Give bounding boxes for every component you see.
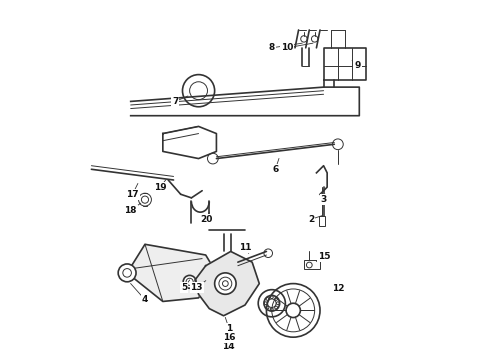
Text: 9: 9	[354, 61, 361, 70]
Text: 1: 1	[226, 324, 232, 333]
Text: 2: 2	[308, 215, 314, 224]
Text: 17: 17	[126, 190, 139, 199]
Polygon shape	[131, 87, 359, 116]
Circle shape	[183, 275, 196, 288]
Circle shape	[215, 273, 236, 294]
Text: 5: 5	[181, 283, 187, 292]
Text: 8: 8	[269, 43, 275, 52]
Text: 19: 19	[154, 183, 166, 192]
Bar	[304, 260, 320, 269]
Polygon shape	[323, 48, 367, 80]
Text: 18: 18	[124, 206, 137, 215]
Polygon shape	[127, 244, 217, 301]
Bar	[319, 216, 325, 226]
Text: 4: 4	[142, 295, 148, 304]
Text: 15: 15	[318, 252, 331, 261]
Text: 10: 10	[281, 43, 294, 52]
Text: 20: 20	[200, 215, 213, 224]
Text: 7: 7	[172, 97, 178, 106]
Text: 14: 14	[221, 342, 234, 351]
Text: 11: 11	[239, 243, 251, 252]
Text: 12: 12	[332, 284, 344, 293]
Polygon shape	[163, 126, 217, 158]
Polygon shape	[195, 251, 259, 316]
Text: 6: 6	[272, 165, 278, 174]
Text: 3: 3	[320, 195, 327, 204]
Text: 13: 13	[191, 283, 203, 292]
Text: 16: 16	[222, 333, 235, 342]
Circle shape	[118, 264, 136, 282]
